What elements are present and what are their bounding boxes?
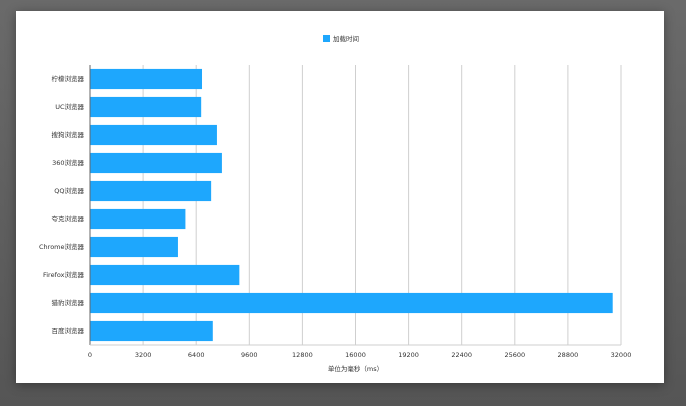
category-label: 猎豹浏览器 (52, 298, 85, 307)
chart-card: 柠檬浏览器 UC浏览器搜狗浏览器 360浏览器 QQ浏览器夸克浏览器 Chrome浏览器… (16, 11, 664, 383)
bar-5 (90, 208, 186, 230)
x-tick-label: 22400 (451, 351, 472, 359)
bar-9 (90, 320, 213, 342)
bar-0 (90, 68, 203, 90)
bar-8 (90, 292, 613, 314)
bar-2 (90, 124, 217, 146)
bar-6 (90, 236, 178, 258)
x-tick-label: 28800 (558, 351, 579, 359)
category-label: 360浏览器 (52, 158, 84, 167)
legend-label: 加载时间 (333, 34, 359, 43)
x-tick-label: 9600 (241, 351, 258, 359)
category-label: 夸克浏览器 (52, 214, 85, 223)
bar-4 (90, 180, 212, 202)
category-label: QQ浏览器 (54, 186, 84, 195)
bar-7 (90, 264, 240, 286)
x-tick-label: 3200 (135, 351, 152, 359)
category-label: Chrome浏览器 (39, 242, 84, 251)
category-label: Firefox浏览器 (43, 270, 85, 279)
x-tick-label: 16000 (345, 351, 366, 359)
x-tick-label: 19200 (398, 351, 419, 359)
category-label: 柠檬浏览器 (52, 74, 85, 83)
x-tick-label: 25600 (504, 351, 525, 359)
x-tick-label: 0 (88, 351, 92, 359)
category-label: 百度浏览器 (52, 326, 85, 335)
legend-swatch (323, 35, 330, 42)
x-axis-title: 单位为毫秒（ms） (328, 364, 383, 373)
x-tick-label: 12800 (292, 351, 313, 359)
category-label: UC浏览器 (55, 102, 84, 111)
x-tick-label: 32000 (611, 351, 632, 359)
x-tick-label: 6400 (188, 351, 205, 359)
bar-1 (90, 96, 202, 118)
category-label: 搜狗浏览器 (52, 130, 85, 139)
bar-3 (90, 152, 222, 174)
